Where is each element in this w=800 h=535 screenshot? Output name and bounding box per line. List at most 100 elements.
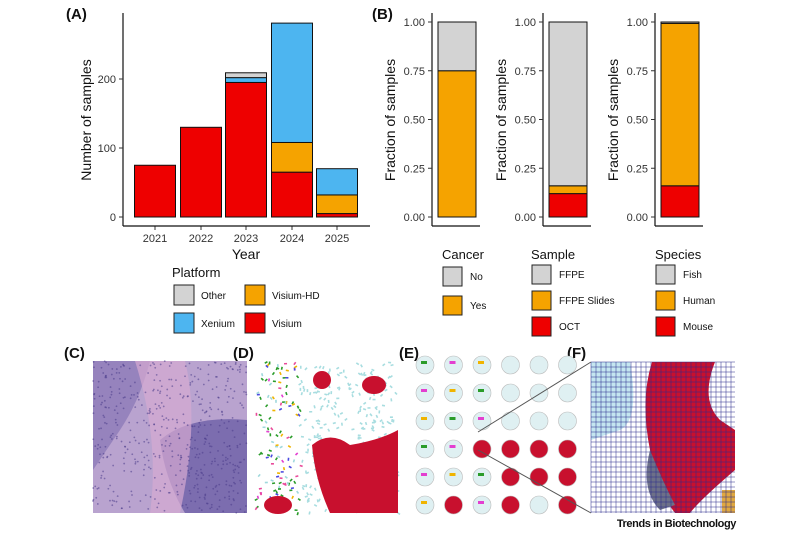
nucleus xyxy=(206,434,209,437)
nucleus xyxy=(209,507,212,510)
nucleus xyxy=(123,396,126,399)
cell xyxy=(267,378,271,382)
nucleus xyxy=(175,418,178,421)
cell xyxy=(318,365,322,369)
cell xyxy=(324,393,328,396)
nucleus xyxy=(102,452,105,455)
x-axis-title: Year xyxy=(232,246,261,262)
nucleus xyxy=(239,461,242,464)
bar-2021-visium xyxy=(134,164,176,218)
nucleus xyxy=(111,432,114,435)
cell xyxy=(317,434,322,438)
cell xyxy=(298,382,302,386)
cell xyxy=(313,435,316,439)
cell xyxy=(357,436,361,440)
spot xyxy=(444,383,463,403)
nucleus xyxy=(107,406,110,409)
nucleus xyxy=(221,411,223,414)
nucleus xyxy=(211,388,214,391)
nucleus xyxy=(204,498,206,500)
cell xyxy=(378,410,381,414)
nucleus xyxy=(233,481,235,484)
nucleus xyxy=(171,418,174,421)
nucleus xyxy=(201,451,204,454)
nucleus xyxy=(210,462,213,465)
cell xyxy=(382,363,386,367)
nucleus xyxy=(96,487,99,490)
spot xyxy=(444,355,463,375)
cell xyxy=(259,396,262,400)
y-tick-label: 200 xyxy=(98,74,116,86)
cell xyxy=(285,376,289,379)
bar-2024-visium xyxy=(271,171,313,218)
legend-title: Species xyxy=(655,247,702,262)
spot-cell xyxy=(478,389,484,392)
nucleus xyxy=(211,460,214,463)
nucleus xyxy=(214,486,217,488)
cell xyxy=(333,412,337,416)
nucleus xyxy=(140,404,143,406)
nucleus xyxy=(112,490,115,493)
nucleus xyxy=(97,380,100,383)
y-tick-label: 0.00 xyxy=(515,212,536,224)
y-tick-label: 100 xyxy=(98,143,116,155)
nucleus xyxy=(209,451,212,454)
nucleus xyxy=(196,469,198,472)
nucleus xyxy=(225,366,228,369)
cell xyxy=(265,404,269,408)
nucleus xyxy=(100,427,102,430)
cell xyxy=(297,413,301,417)
cell xyxy=(379,419,383,423)
cell xyxy=(266,453,271,457)
nucleus xyxy=(93,397,96,400)
cell xyxy=(279,371,282,376)
nucleus xyxy=(239,443,241,446)
x-tick-label: 2023 xyxy=(234,233,258,245)
bar-no xyxy=(437,21,477,72)
cell xyxy=(320,404,324,409)
cell xyxy=(358,392,361,396)
nucleus xyxy=(180,384,182,387)
nucleus xyxy=(222,460,225,462)
nucleus xyxy=(105,361,107,364)
spot xyxy=(415,467,435,487)
nucleus xyxy=(210,503,213,506)
cell xyxy=(351,428,355,431)
cell xyxy=(299,464,303,468)
nucleus xyxy=(134,462,137,465)
cell xyxy=(296,490,300,494)
nucleus xyxy=(233,390,236,393)
nucleus xyxy=(216,490,219,493)
nucleus xyxy=(136,421,139,424)
nucleus xyxy=(231,416,234,419)
cell xyxy=(280,366,283,370)
nucleus xyxy=(191,447,194,450)
nucleus xyxy=(104,421,106,424)
cell xyxy=(289,478,293,482)
cell xyxy=(299,387,302,391)
nucleus xyxy=(187,469,190,472)
nucleus xyxy=(130,394,133,396)
nucleus xyxy=(227,367,229,370)
cell xyxy=(256,393,260,396)
chart-b: 0.00 0.25 0.50 0.75 1.00 Fraction of samples C… xyxy=(382,13,715,337)
nucleus xyxy=(189,438,192,441)
cell xyxy=(259,451,264,455)
spot xyxy=(501,467,520,487)
nucleus xyxy=(113,500,116,503)
nucleus xyxy=(113,409,116,412)
nucleus xyxy=(152,361,154,364)
spot-cell xyxy=(449,389,456,392)
cell xyxy=(285,391,288,396)
legend-label: Mouse xyxy=(683,322,713,333)
cell xyxy=(373,419,377,424)
legend-title: Platform xyxy=(172,265,220,280)
nucleus xyxy=(236,492,239,495)
nucleus xyxy=(198,496,201,499)
nucleus xyxy=(186,424,189,427)
cell xyxy=(371,368,375,372)
nucleus xyxy=(204,441,207,443)
cell xyxy=(277,488,282,490)
nucleus xyxy=(234,361,237,364)
nucleus xyxy=(153,423,156,426)
